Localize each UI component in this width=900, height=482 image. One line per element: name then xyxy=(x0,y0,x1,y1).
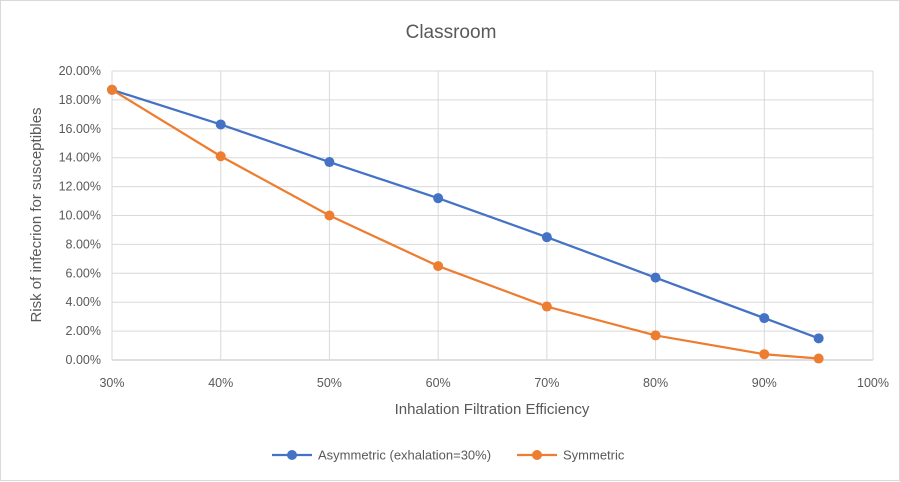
y-tick-label: 8.00% xyxy=(66,237,101,251)
series-2 xyxy=(107,84,824,364)
legend: Asymmetric (exhalation=30%) Symmetric xyxy=(272,448,625,463)
legend-label: Asymmetric (exhalation=30%) xyxy=(318,448,491,463)
legend-marker xyxy=(532,450,542,460)
y-tick-label: 2.00% xyxy=(66,324,101,338)
series-line xyxy=(111,88,820,340)
x-tick-label: 30% xyxy=(99,376,124,390)
y-tick-label: 4.00% xyxy=(66,295,101,309)
legend-marker xyxy=(287,450,297,460)
x-tick-label: 40% xyxy=(208,376,233,390)
y-axis-label: Risk of infecrion for susceptibles xyxy=(28,107,45,322)
legend-item: Symmetric xyxy=(517,448,625,463)
y-tick-label: 0.00% xyxy=(66,353,101,367)
y-tick-label: 16.00% xyxy=(59,122,101,136)
data-point xyxy=(650,330,661,341)
data-point xyxy=(650,272,661,283)
data-point xyxy=(215,151,226,162)
x-tick-label: 90% xyxy=(752,376,777,390)
x-tick-label: 50% xyxy=(317,376,342,390)
x-axis-ticks: 30% 40% 50% 60% 70% 80% 90% 100% xyxy=(99,376,889,390)
data-point xyxy=(324,210,335,221)
x-axis-label: Inhalation Filtration Efficiency xyxy=(395,401,590,418)
data-point xyxy=(107,84,117,95)
series-line xyxy=(111,88,819,360)
data-point xyxy=(759,313,770,324)
y-tick-label: 14.00% xyxy=(59,151,101,165)
y-axis-ticks: 0.00% 2.00% 4.00% 6.00% 8.00% 10.00% 12.00% 14.… xyxy=(59,64,101,367)
data-point xyxy=(813,333,824,344)
x-tick-label: 60% xyxy=(426,376,451,390)
data-point xyxy=(324,157,335,168)
y-tick-label: 10.00% xyxy=(59,209,101,223)
y-tick-label: 12.00% xyxy=(59,180,101,194)
data-point xyxy=(813,353,824,364)
x-tick-label: 70% xyxy=(534,376,559,390)
data-point xyxy=(433,193,444,204)
data-point xyxy=(541,301,552,312)
chart-title: Classroom xyxy=(406,22,497,43)
x-tick-label: 100% xyxy=(857,376,889,390)
data-point xyxy=(215,119,226,130)
legend-item: Asymmetric (exhalation=30%) xyxy=(272,448,491,463)
y-tick-label: 20.00% xyxy=(59,64,101,78)
x-tick-label: 80% xyxy=(643,376,668,390)
y-tick-label: 18.00% xyxy=(59,93,101,107)
data-point xyxy=(541,232,552,243)
legend-label: Symmetric xyxy=(563,448,625,463)
y-tick-label: 6.00% xyxy=(66,266,101,280)
series-1 xyxy=(107,84,824,344)
data-point xyxy=(759,349,770,360)
data-point xyxy=(433,261,444,272)
series-layer xyxy=(107,84,824,364)
